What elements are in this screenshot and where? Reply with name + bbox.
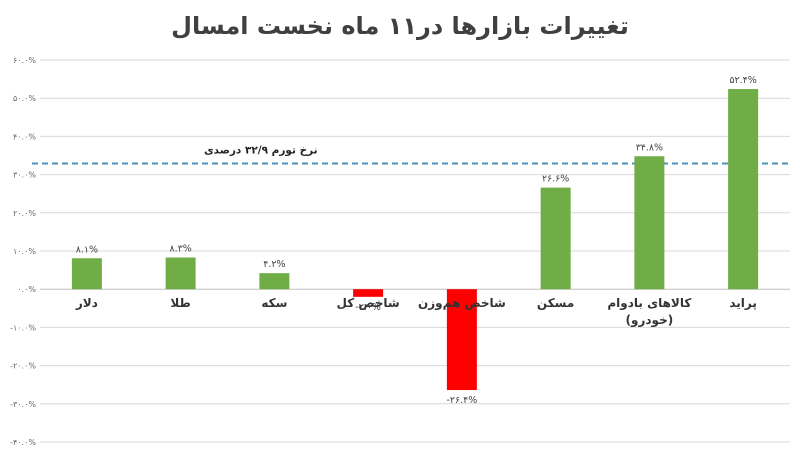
data-label: ۸.۱%: [76, 244, 98, 255]
data-label: ۴.۲%: [263, 259, 285, 270]
y-tick-label: -۴۰.۰%: [10, 438, 36, 447]
y-tick-label: ۰.۰%: [17, 285, 36, 294]
y-tick-label: ۱۰.۰%: [13, 247, 36, 256]
y-tick-label: -۳۰.۰%: [10, 400, 36, 409]
y-tick-label: -۱۰.۰%: [10, 323, 36, 332]
data-label: ۳۴.۸%: [636, 142, 663, 153]
category-label: شاخص کل: [337, 296, 400, 310]
category-label: شاخص هم‌وزن: [418, 296, 506, 311]
bar: [446, 289, 477, 391]
bar: [728, 89, 759, 290]
category-label: دلار: [75, 296, 98, 310]
bar: [165, 257, 196, 290]
y-tick-label: ۶۰.۰%: [13, 56, 36, 65]
bar: [540, 187, 571, 290]
category-label: کالاهای بادوام: [607, 296, 691, 311]
category-label: طلا: [170, 296, 190, 310]
data-label: -۲.۰%: [355, 302, 381, 313]
data-label: ۲۶.۶%: [542, 174, 569, 185]
bar: [259, 273, 290, 290]
bar: [353, 289, 384, 297]
chart-title: تغییرات بازارها در۱۱ ماه نخست امسال: [171, 12, 629, 40]
category-label: مسکن: [537, 296, 574, 310]
y-tick-label: -۲۰.۰%: [10, 362, 36, 371]
bar: [71, 258, 102, 290]
bar: [634, 156, 665, 290]
y-tick-label: ۳۰.۰%: [13, 171, 36, 180]
category-label: سکه: [261, 296, 287, 310]
data-label: ۸.۳%: [169, 243, 191, 254]
category-sublabel: (خودرو): [626, 313, 674, 328]
y-tick-label: ۵۰.۰%: [13, 94, 36, 103]
y-tick-label: ۲۰.۰%: [13, 209, 36, 218]
y-tick-label: ۴۰.۰%: [13, 132, 36, 141]
data-label: ۵۲.۴%: [729, 75, 756, 86]
category-label: پراید: [729, 296, 757, 310]
inflation-reference-label: نرخ تورم ۳۲/۹ درصدی: [204, 145, 318, 157]
data-label: -۲۶.۴%: [446, 395, 477, 406]
